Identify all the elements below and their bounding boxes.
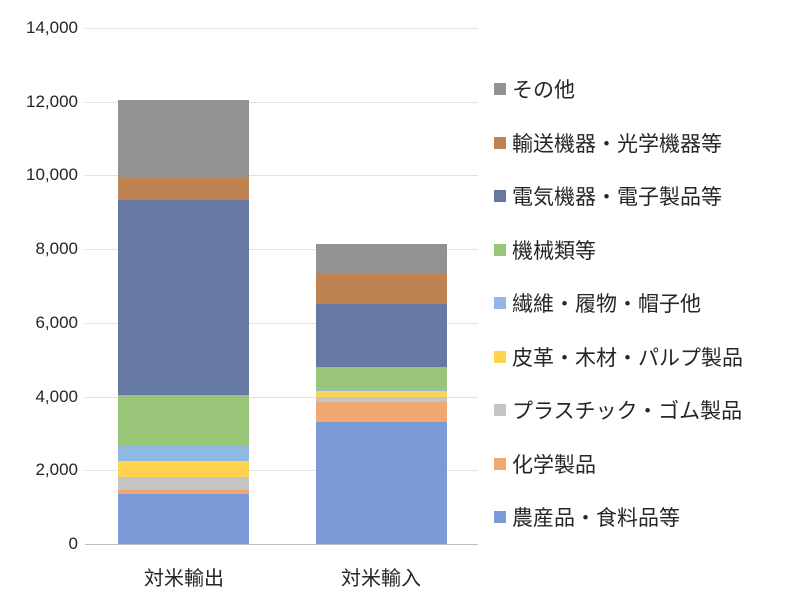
legend-item-machinery: 機械類等: [494, 236, 743, 264]
legend-label: 皮革・木材・パルプ製品: [512, 346, 743, 370]
bar-segment-transport: [117, 178, 249, 201]
legend-item-transport: 輸送機器・光学機器等: [494, 129, 743, 157]
legend-label: 化学製品: [512, 453, 596, 477]
legend-label: プラスチック・ゴム製品: [512, 400, 743, 423]
legend-item-other: その他: [494, 75, 743, 103]
legend-swatch-other: [494, 83, 506, 95]
bar-segment-chemical: [117, 490, 249, 495]
legend-swatch-agri: [494, 511, 506, 523]
plot-area: [85, 28, 478, 545]
gridline: [85, 101, 478, 103]
legend-item-electrical: 電気機器・電子製品等: [494, 182, 743, 210]
bar-segment-leather: [117, 461, 249, 478]
legend-label: 繊維・履物・帽子他: [512, 293, 701, 316]
y-axis: 0 2,000 4,000 6,000 8,000 10,000 12,000 14,000: [0, 0, 78, 604]
legend-swatch-chemical: [494, 457, 506, 470]
legend-item-agri: 農産品・食料品等: [494, 503, 743, 531]
legend-label: 電気機器・電子製品等: [512, 186, 722, 209]
y-axis-tick-label: 14,000: [26, 18, 78, 37]
x-axis-baseline: [85, 544, 478, 545]
legend-item-textile: 繊維・履物・帽子他: [494, 289, 743, 317]
legend-swatch-plastic: [494, 404, 506, 416]
legend-label: 機械類等: [512, 239, 596, 263]
x-axis-label-exports: 対米輸出: [144, 568, 224, 590]
chart-legend: その他輸送機器・光学機器等 電気機器・電子製品等 機械類等繊維・履物・帽子他皮革・木…: [494, 75, 743, 557]
bar-segment-electrical: [315, 304, 447, 368]
gridline: [85, 249, 478, 251]
y-axis-tick-label: 12,000: [26, 91, 78, 111]
legend-item-plastic: プラスチック・ゴム製品: [494, 396, 743, 424]
legend-swatch-textile: [494, 297, 506, 309]
legend-swatch-electrical: [494, 190, 506, 202]
gridline: [85, 28, 478, 29]
bar-segment-textile: [117, 445, 249, 462]
gridline: [85, 322, 478, 324]
bar-segment-leather: [315, 391, 447, 398]
y-axis-tick-label: 0: [68, 534, 78, 553]
bar-segment-agri: [315, 422, 447, 544]
y-axis-tick-label: 8,000: [35, 239, 78, 259]
bar-imports: [315, 28, 447, 544]
legend-label: 農産品・食料品等: [512, 507, 680, 530]
x-axis-label-imports: 対米輸入: [341, 568, 421, 590]
y-axis-tick-label: 4,000: [35, 386, 78, 406]
bar-segment-other: [117, 99, 249, 179]
bar-segment-textile: [315, 389, 447, 392]
bar-segment-electrical: [117, 200, 249, 396]
bar-segment-agri: [117, 494, 249, 544]
legend-item-chemical: 化学製品: [494, 450, 743, 478]
bar-segment-plastic: [315, 397, 447, 403]
legend-swatch-leather: [494, 350, 506, 363]
bar-exports: [117, 28, 249, 544]
legend-swatch-machinery: [494, 243, 506, 256]
legend-item-leather: 皮革・木材・パルプ製品: [494, 343, 743, 371]
bar-segment-other: [315, 243, 447, 275]
legend-label: その他: [512, 79, 575, 102]
legend-label: 輸送機器・光学機器等: [512, 132, 722, 156]
legend-swatch-transport: [494, 136, 506, 149]
bar-segment-machinery: [315, 367, 447, 390]
y-axis-tick-label: 6,000: [35, 312, 78, 332]
y-axis-tick-label: 10,000: [26, 165, 78, 185]
bar-segment-plastic: [117, 477, 249, 491]
gridline: [85, 470, 478, 472]
bar-segment-transport: [315, 274, 447, 305]
bar-segment-chemical: [315, 402, 447, 423]
gridline: [85, 396, 478, 398]
gridline: [85, 175, 478, 177]
bar-segment-machinery: [117, 395, 249, 446]
y-axis-tick-label: 2,000: [35, 460, 78, 480]
